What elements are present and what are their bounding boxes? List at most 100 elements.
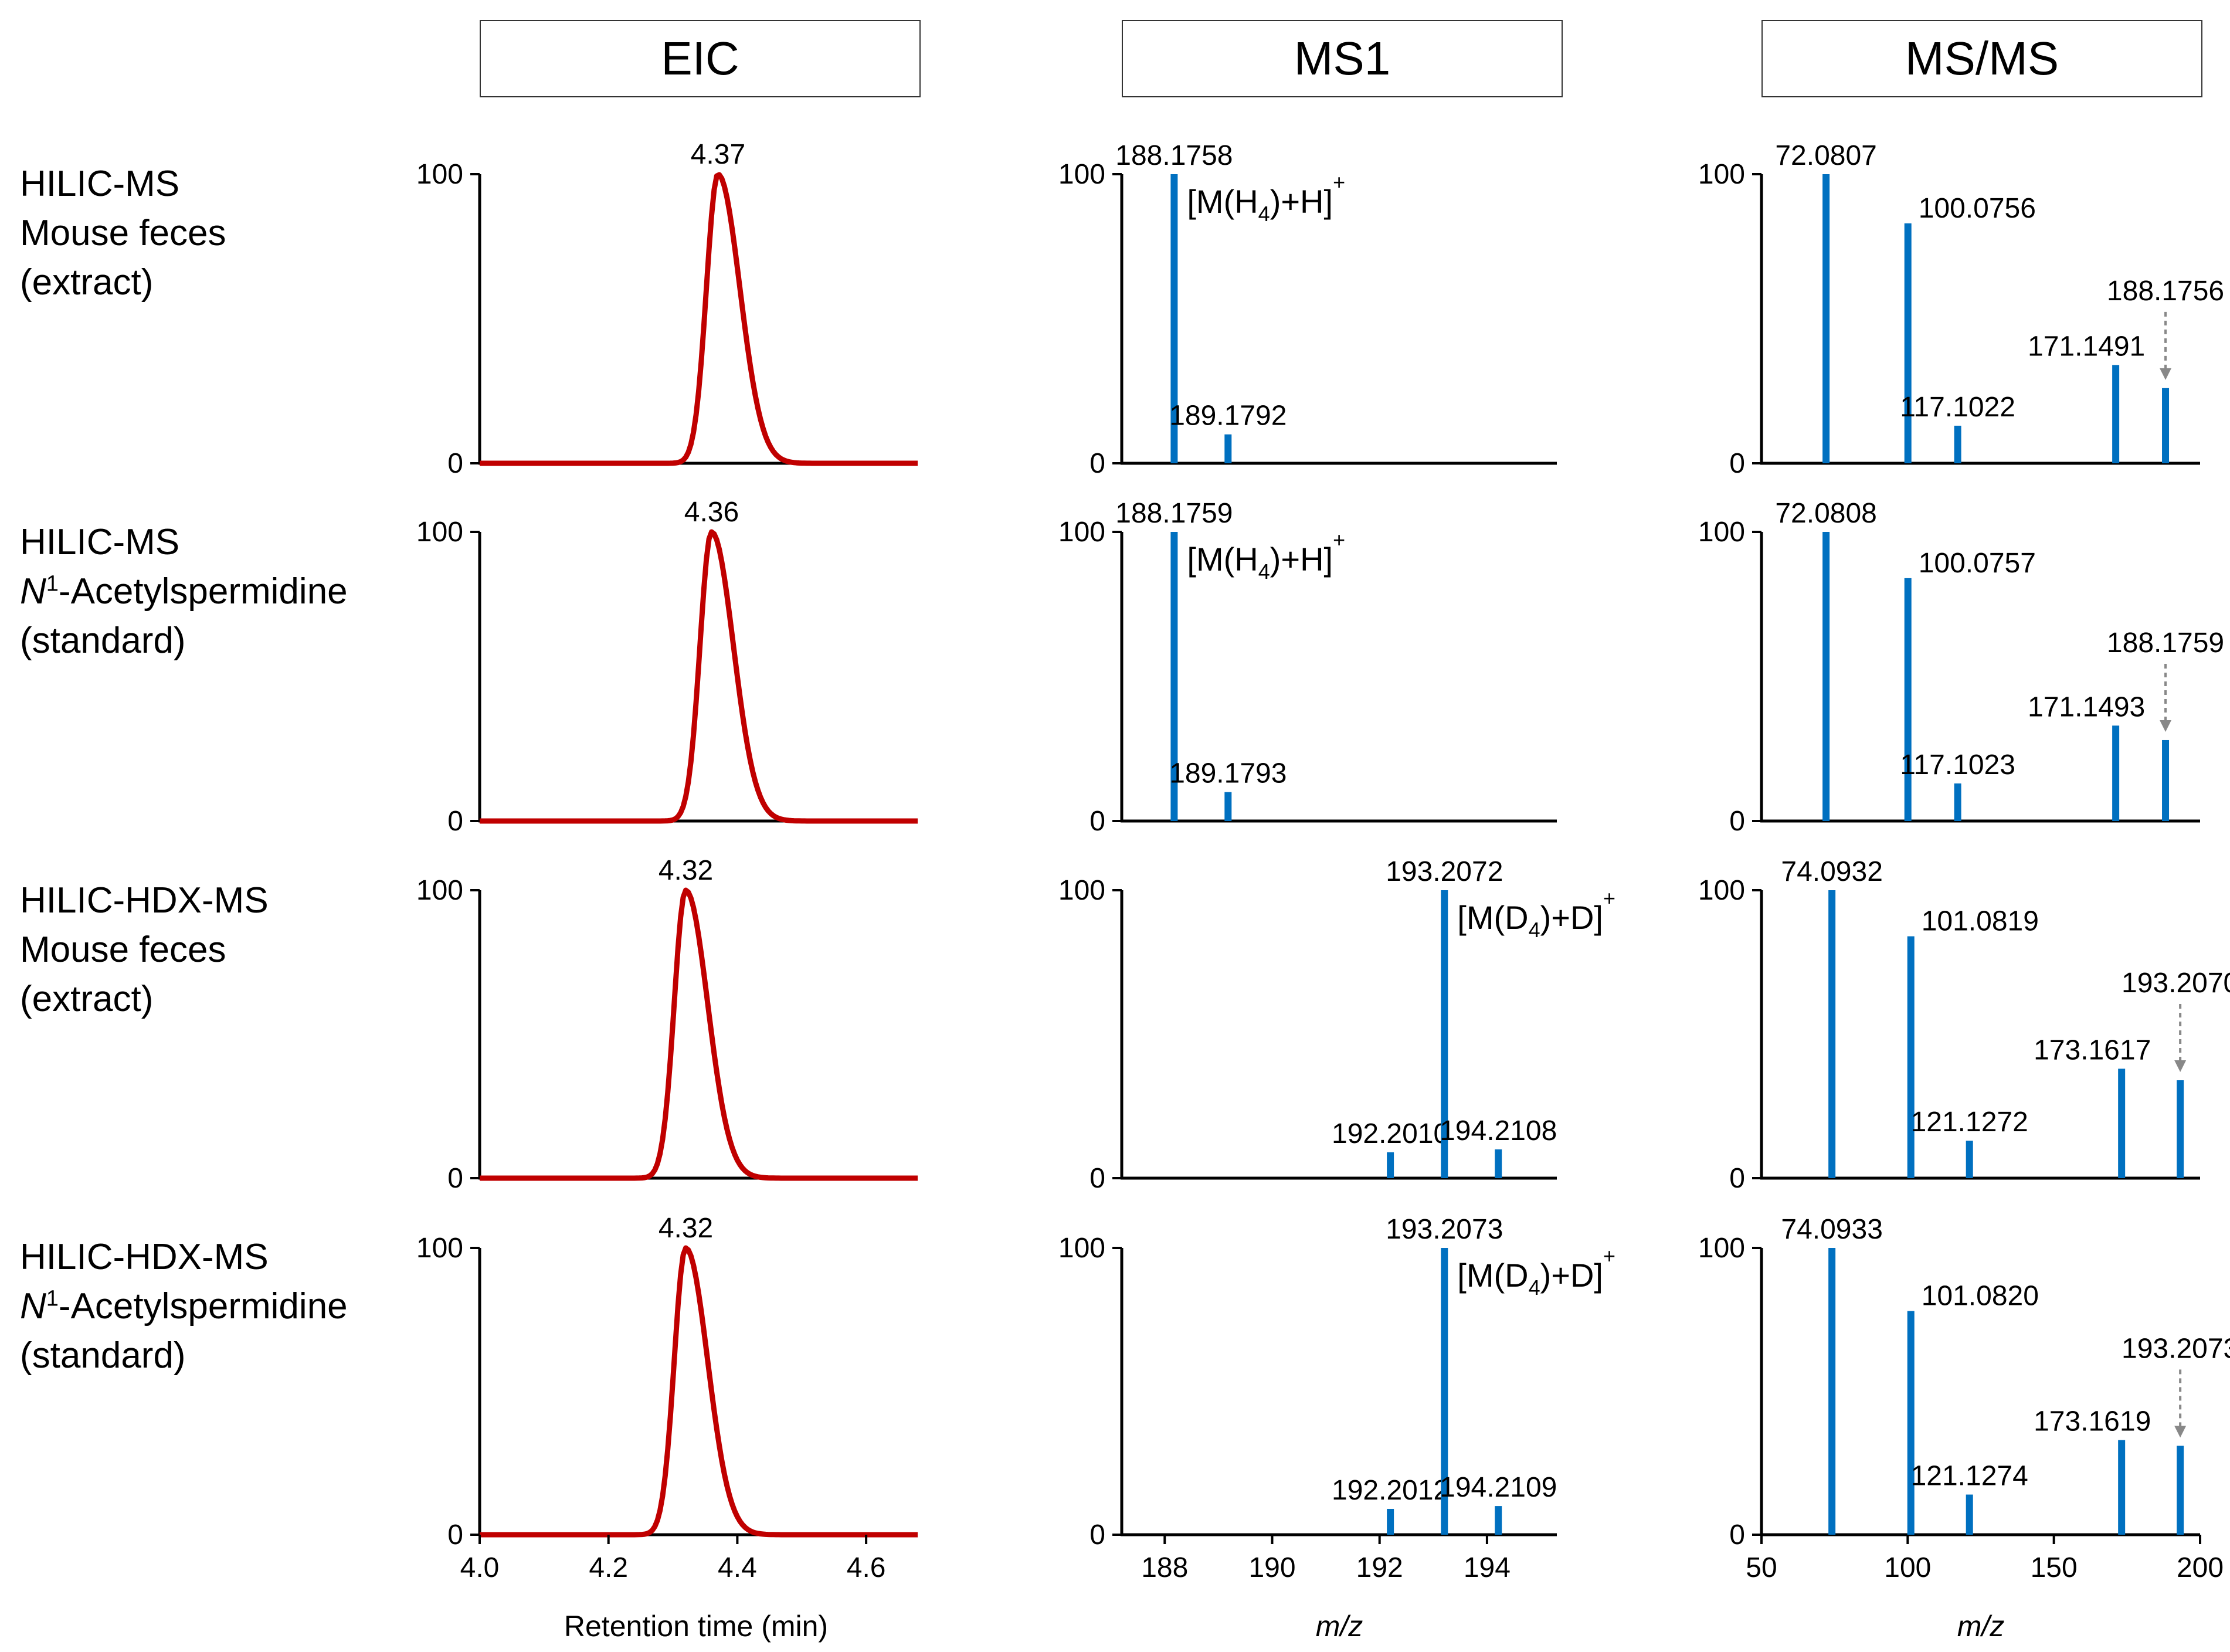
eic-y-tick-label: 0 <box>447 448 463 479</box>
msms-peak-label: 171.1491 <box>2028 331 2145 362</box>
ms1-peak-bar <box>1495 1149 1502 1178</box>
msms-y-tick-label: 100 <box>1698 159 1745 190</box>
eic-y-tick-label: 100 <box>416 517 463 548</box>
msms-peak-label: 101.0819 <box>1922 906 2039 937</box>
msms-peak-label: 188.1756 <box>2107 276 2224 307</box>
msms-peak-label: 173.1619 <box>2034 1406 2151 1437</box>
msms-peak-bar <box>1907 1311 1915 1535</box>
msms-peak-bar <box>2118 1068 2126 1178</box>
header-eic: EIC <box>480 20 921 97</box>
row-label-4: HILIC-HDX-MS N1-Acetylspermidine (standa… <box>20 1233 348 1380</box>
ms1-peak-label: 194.2109 <box>1440 1472 1557 1503</box>
row-sample: N1-Acetylspermidine <box>20 571 348 612</box>
ms1-peak-bar <box>1170 532 1178 821</box>
msms-x-axis-title: m/z <box>1957 1610 2005 1643</box>
msms-peak-bar <box>2162 388 2170 463</box>
msms-y-tick-label: 100 <box>1698 875 1745 906</box>
msms-peak-label: 193.2070 <box>2122 968 2230 999</box>
ms1-peak-bar <box>1441 890 1448 1178</box>
msms-peak-bar <box>2112 365 2120 463</box>
eic-y-tick-label: 0 <box>447 806 463 837</box>
header-msms: MS/MS <box>1761 20 2202 97</box>
ms1-y-tick-label: 0 <box>1089 1519 1105 1551</box>
eic-peak-label: 4.32 <box>659 855 713 886</box>
msms-peak-bar <box>2162 740 2170 821</box>
msms-y-tick-label: 0 <box>1729 1163 1745 1194</box>
eic-x-axis-title: Retention time (min) <box>564 1610 828 1643</box>
eic-x-tick-label: 4.2 <box>589 1552 628 1583</box>
msms-peak-label: 171.1493 <box>2028 691 2145 722</box>
msms-peak-bar <box>1907 936 1915 1178</box>
msms-peak-label: 121.1274 <box>1911 1461 2028 1492</box>
msms-peak-label: 100.0756 <box>1919 193 2036 224</box>
ms1-peak-label: 189.1792 <box>1169 401 1287 432</box>
ms1-y-tick-label: 100 <box>1058 517 1105 548</box>
eic-x-tick-label: 4.0 <box>460 1552 500 1583</box>
msms-peak-label: 74.0932 <box>1781 856 1883 887</box>
msms-peak-label: 117.1022 <box>1900 392 2015 423</box>
msms-peak-label: 101.0820 <box>1922 1281 2039 1312</box>
eic-y-tick-label: 100 <box>416 1233 463 1264</box>
msms-peak-bar <box>1966 1141 1973 1178</box>
ms1-peak-bar <box>1387 1508 1394 1535</box>
ms1-peak-label: 192.2010 <box>1332 1118 1449 1149</box>
msms-peak-bar <box>1828 1248 1836 1535</box>
ms1-peak-bar <box>1224 434 1232 463</box>
ms1-ion-label: [M(D4)+D]+ <box>1457 886 1615 942</box>
eic-x-tick-label: 4.6 <box>847 1552 886 1583</box>
row-sample: Mouse feces <box>20 930 226 970</box>
eic-trace <box>479 172 918 466</box>
msms-y-tick-label: 0 <box>1729 806 1745 837</box>
ms1-peak-label: 188.1758 <box>1115 140 1233 171</box>
msms-peak-label: 193.2073 <box>2122 1333 2230 1364</box>
msms-precursor-arrowhead <box>2174 1426 2187 1438</box>
row-label-2: HILIC-MS N1-Acetylspermidine (standard) <box>20 518 348 666</box>
msms-peak-bar <box>1828 890 1836 1178</box>
ms1-y-tick-label: 100 <box>1058 159 1105 190</box>
msms-y-tick-label: 100 <box>1698 517 1745 548</box>
eic-trace <box>479 1245 918 1538</box>
msms-peak-label: 173.1617 <box>2034 1034 2151 1066</box>
row-type: (extract) <box>20 979 154 1019</box>
msms-peak-label: 117.1023 <box>1900 749 2015 781</box>
msms-precursor-arrowhead <box>2174 1060 2187 1073</box>
msms-peak-bar <box>2112 725 2120 821</box>
msms-y-tick-label: 0 <box>1729 1519 1745 1551</box>
msms-peak-bar <box>1954 783 1961 821</box>
ms1-ion-label: [M(H4)+H]+ <box>1187 170 1345 226</box>
ms1-x-tick-label: 190 <box>1248 1552 1295 1583</box>
eic-trace <box>479 887 918 1181</box>
msms-peak-label: 72.0808 <box>1775 498 1877 529</box>
row-sample: N1-Acetylspermidine <box>20 1286 348 1327</box>
row-type: (standard) <box>20 1335 186 1376</box>
msms-precursor-arrowhead <box>2160 720 2172 732</box>
ms1-peak-label: 193.2073 <box>1386 1214 1503 1245</box>
eic-x-tick-label: 4.4 <box>718 1552 757 1583</box>
msms-peak-label: 72.0807 <box>1775 140 1877 171</box>
ms1-peak-bar <box>1170 174 1178 463</box>
msms-peak-bar <box>2118 1440 2126 1535</box>
msms-peak-label: 74.0933 <box>1781 1214 1883 1245</box>
msms-y-tick-label: 0 <box>1729 448 1745 479</box>
ms1-y-tick-label: 0 <box>1089 806 1105 837</box>
msms-y-tick-label: 100 <box>1698 1233 1745 1264</box>
msms-precursor-arrowhead <box>2160 368 2172 380</box>
msms-peak-bar <box>1954 425 1961 463</box>
eic-peak-label: 4.37 <box>691 139 745 170</box>
ms1-x-tick-label: 188 <box>1141 1552 1188 1583</box>
msms-x-tick-label: 50 <box>1746 1552 1777 1583</box>
row-type: (extract) <box>20 262 154 303</box>
msms-x-tick-label: 200 <box>2177 1552 2224 1583</box>
msms-peak-bar <box>2177 1080 2184 1178</box>
ms1-ion-label: [M(H4)+H]+ <box>1187 528 1345 584</box>
msms-peak-label: 188.1759 <box>2107 627 2224 659</box>
eic-peak-label: 4.32 <box>659 1213 713 1244</box>
msms-x-tick-label: 100 <box>1884 1552 1931 1583</box>
ms1-peak-bar <box>1441 1248 1448 1535</box>
row-method: HILIC-MS <box>20 164 180 204</box>
row-sample: Mouse feces <box>20 213 226 253</box>
ms1-x-tick-label: 194 <box>1464 1552 1511 1583</box>
ms1-peak-label: 188.1759 <box>1115 498 1233 529</box>
ms1-peak-label: 189.1793 <box>1169 758 1287 789</box>
